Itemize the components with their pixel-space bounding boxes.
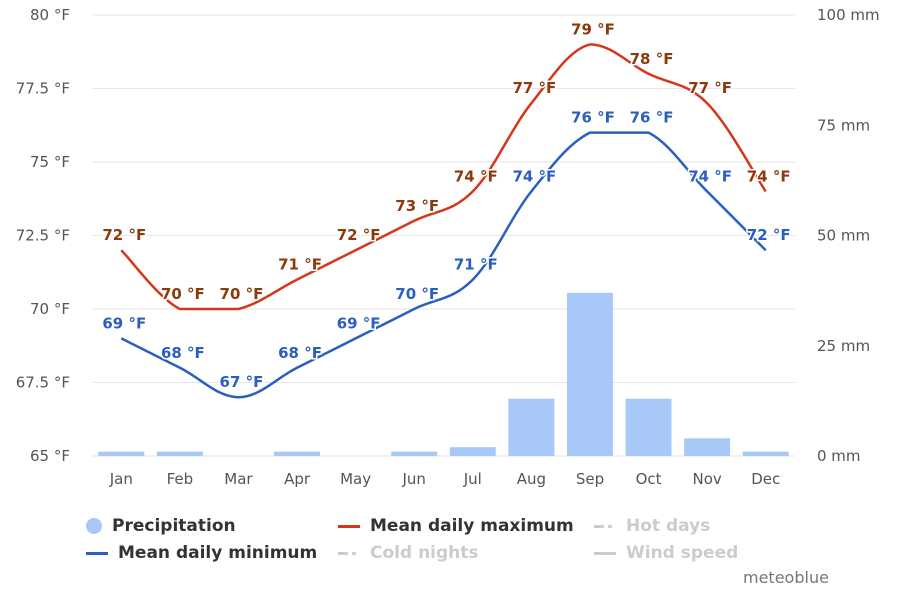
data-labels: 72 °F 70 °F 70 °F 71 °F 72 °F 73 °F 74 °F 77 °F… (101, 19, 792, 393)
legend-hot-days[interactable]: Hot days (594, 516, 710, 536)
data-label: 72 °F (747, 226, 791, 244)
data-label: 76 °F (630, 109, 674, 127)
credit-text: meteoblue (743, 568, 829, 587)
x-tick-label: Dec (751, 470, 780, 488)
x-tick-label: Apr (284, 470, 311, 488)
legend-dash-icon (594, 524, 616, 528)
x-tick-label: May (340, 470, 371, 488)
y-left-tick-label: 75 °F (30, 153, 70, 171)
legend-dash-icon (338, 551, 360, 555)
y-right-tick-label: 25 mm (817, 337, 870, 355)
precipitation-bar (98, 451, 145, 456)
data-label: 67 °F (220, 373, 264, 391)
y-right-tick-label: 100 mm (817, 6, 880, 24)
data-label: 77 °F (688, 79, 732, 97)
data-label: 74 °F (454, 167, 498, 185)
data-label: 72 °F (102, 226, 146, 244)
data-label: 73 °F (395, 197, 439, 215)
x-tick-label: Jul (463, 470, 482, 488)
y-left-tick-label: 77.5 °F (16, 80, 70, 98)
y-right-tick-label: 75 mm (817, 116, 870, 134)
legend-wind-speed[interactable]: Wind speed (594, 543, 738, 563)
legend-label: Wind speed (626, 543, 739, 563)
precipitation-bar (508, 398, 555, 456)
precipitation-bar (391, 451, 438, 456)
precipitation-bar (742, 451, 789, 456)
data-label: 70 °F (220, 285, 264, 303)
x-tick-label: Aug (517, 470, 546, 488)
legend-label: Cold nights (370, 543, 479, 563)
data-label: 72 °F (337, 226, 381, 244)
series-line (120, 43, 767, 311)
data-label: 74 °F (512, 167, 556, 185)
data-label: 79 °F (571, 20, 615, 38)
data-label: 71 °F (454, 256, 498, 274)
x-tick-label: Jan (109, 470, 133, 488)
axis-labels: 65 °F 67.5 °F 70 °F 72.5 °F 75 °F 77.5 °F 80 °… (16, 6, 880, 488)
data-label: 69 °F (102, 314, 146, 332)
x-tick-label: Oct (636, 470, 662, 488)
data-label: 77 °F (512, 79, 556, 97)
y-right-tick-label: 50 mm (817, 227, 870, 245)
legend-cold-nights[interactable]: Cold nights (338, 543, 479, 563)
legend-label: Mean daily minimum (118, 543, 318, 563)
data-label: 70 °F (395, 285, 439, 303)
temperature-lines (120, 43, 767, 399)
data-label: 68 °F (278, 344, 322, 362)
precipitation-bar (684, 438, 731, 456)
legend-label: Precipitation (112, 516, 236, 536)
precipitation-bars (98, 292, 789, 456)
data-label: 78 °F (630, 50, 674, 68)
data-label: 74 °F (688, 167, 732, 185)
precipitation-bar (449, 447, 496, 456)
legend-line-icon (594, 551, 616, 555)
data-label: 74 °F (747, 167, 791, 185)
legend-line-icon (338, 524, 360, 528)
y-left-tick-label: 80 °F (30, 6, 70, 24)
data-label: 68 °F (161, 344, 205, 362)
y-right-tick-label: 0 mm (817, 447, 861, 465)
series-line (120, 131, 767, 399)
legend-dot-icon (86, 518, 102, 534)
legend-precipitation[interactable]: Precipitation (86, 516, 236, 536)
x-tick-label: Sep (576, 470, 604, 488)
precipitation-bar (566, 292, 613, 456)
x-tick-label: Feb (167, 470, 194, 488)
precipitation-bar (156, 451, 203, 456)
precipitation-bar (274, 451, 321, 456)
y-left-tick-label: 65 °F (30, 447, 70, 465)
legend-label: Hot days (626, 516, 711, 536)
x-tick-label: Mar (224, 470, 253, 488)
data-label: 71 °F (278, 256, 322, 274)
legend-line-icon (86, 551, 108, 555)
x-tick-label: Jun (401, 470, 425, 488)
precipitation-bar (625, 398, 672, 456)
legend-mean-daily-minimum[interactable]: Mean daily minimum (86, 543, 317, 563)
legend-label: Mean daily maximum (370, 516, 574, 536)
data-label: 69 °F (337, 314, 381, 332)
y-left-tick-label: 72.5 °F (16, 227, 70, 245)
y-left-tick-label: 70 °F (30, 300, 70, 318)
legend-mean-daily-maximum[interactable]: Mean daily maximum (338, 516, 574, 536)
data-label: 70 °F (161, 285, 205, 303)
y-left-tick-label: 67.5 °F (16, 374, 70, 392)
data-label: 76 °F (571, 109, 615, 127)
x-tick-label: Nov (692, 470, 721, 488)
